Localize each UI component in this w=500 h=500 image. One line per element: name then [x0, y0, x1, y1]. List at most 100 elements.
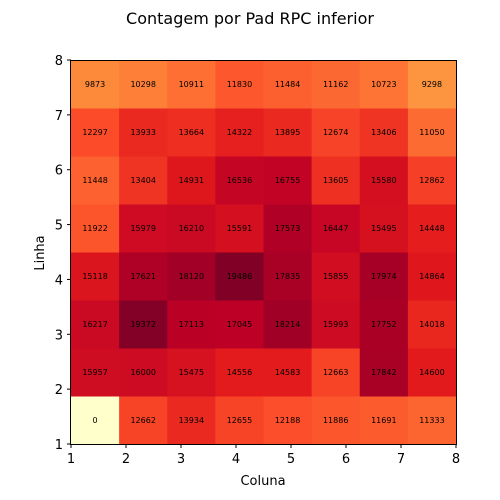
x-tick-label: 1: [67, 452, 75, 467]
y-tick-label: 3: [55, 328, 63, 343]
cell-value-label: 11484: [275, 80, 300, 89]
heatmap-cell: [167, 348, 216, 397]
cell-value-label: 11922: [82, 224, 107, 233]
x-tick-label: 8: [452, 452, 460, 467]
heatmap-cell: [407, 156, 457, 205]
chart-title: Contagem por Pad RPC inferior: [126, 9, 374, 28]
cell-value-label: 18120: [179, 272, 204, 281]
heatmap-cell: [215, 108, 264, 157]
cell-value-label: 15118: [82, 272, 107, 281]
heatmap-cell: [407, 204, 457, 253]
cell-value-label: 14322: [227, 128, 252, 137]
heatmap-cell: [71, 300, 120, 349]
cell-value-label: 16755: [275, 176, 300, 185]
heatmap-cell: [167, 300, 216, 349]
cell-value-label: 17621: [130, 272, 155, 281]
cell-value-label: 16536: [227, 176, 252, 185]
cell-value-label: 15855: [323, 272, 348, 281]
heatmap-cell: [215, 204, 264, 253]
heatmap-cell: [167, 108, 216, 157]
heatmap-cell: [119, 204, 168, 253]
heatmap-cell: [359, 396, 409, 445]
cell-value-label: 15580: [371, 176, 396, 185]
heatmap-cell: [71, 396, 120, 445]
cell-value-label: 17573: [275, 224, 300, 233]
x-tick-label: 4: [232, 452, 240, 467]
y-tick-label: 8: [55, 54, 63, 69]
cell-value-label: 14448: [419, 224, 444, 233]
heatmap-cell: [311, 252, 361, 301]
heatmap-cell: [359, 348, 409, 397]
x-tick-label: 5: [287, 452, 295, 467]
cell-value-label: 11691: [371, 416, 396, 425]
y-tick-label: 2: [55, 383, 63, 398]
heatmap-cell: [119, 252, 168, 301]
heatmap-cell: [215, 252, 264, 301]
heatmap-cell: [311, 348, 361, 397]
heatmap-cell: [71, 60, 120, 109]
y-tick-label: 7: [55, 109, 63, 124]
heatmap-cell: [119, 156, 168, 205]
heatmap-cell: [167, 204, 216, 253]
cell-value-label: 17752: [371, 320, 396, 329]
heatmap-cell: [263, 204, 313, 253]
heatmap-cell: [359, 108, 409, 157]
cell-value-label: 17835: [275, 272, 300, 281]
heatmap-cell: [167, 60, 216, 109]
cell-value-label: 10298: [130, 80, 155, 89]
heatmap-cell: [263, 348, 313, 397]
heatmap-cell: [263, 108, 313, 157]
heatmap-cell: [311, 204, 361, 253]
cell-value-label: 11162: [323, 80, 348, 89]
heatmap-cell: [359, 156, 409, 205]
cell-value-label: 11830: [227, 80, 252, 89]
cell-value-label: 16000: [130, 368, 155, 377]
cell-value-label: 15993: [323, 320, 348, 329]
heatmap-cell: [407, 108, 457, 157]
cell-value-label: 14931: [179, 176, 204, 185]
x-tick-label: 6: [342, 452, 350, 467]
heatmap-cell: [215, 156, 264, 205]
cell-value-label: 19486: [227, 272, 252, 281]
cell-value-label: 9873: [85, 80, 105, 89]
heatmap-cell: [407, 396, 457, 445]
cell-value-label: 16210: [179, 224, 204, 233]
heatmap-cell: [71, 156, 120, 205]
heatmap-cell: [359, 60, 409, 109]
cell-value-label: 17974: [371, 272, 396, 281]
cell-value-label: 14600: [419, 368, 444, 377]
x-axis-label: Coluna: [240, 474, 285, 489]
heatmap-cell: [167, 396, 216, 445]
cell-value-label: 0: [93, 416, 98, 425]
x-tick-label: 2: [122, 452, 130, 467]
y-tick-label: 1: [55, 438, 63, 453]
cell-value-label: 15475: [179, 368, 204, 377]
heatmap-cell: [311, 156, 361, 205]
cell-value-label: 18214: [275, 320, 300, 329]
heatmap-cell: [119, 108, 168, 157]
heatmap-cell: [119, 396, 168, 445]
heatmap-cell: [407, 60, 457, 109]
cell-value-label: 13934: [179, 416, 204, 425]
cell-value-label: 13406: [371, 128, 396, 137]
heatmap-cell: [407, 252, 457, 301]
cell-value-label: 16217: [82, 320, 107, 329]
y-tick-label: 4: [55, 273, 63, 288]
cell-value-label: 12662: [130, 416, 155, 425]
heatmap-cell-labels: 0 12662 13934 12655 12188 11886 11691 11333 1595…: [82, 80, 444, 425]
cell-value-label: 13605: [323, 176, 348, 185]
heatmap-cell: [359, 204, 409, 253]
heatmap-cell: [215, 348, 264, 397]
heatmap-cell: [263, 156, 313, 205]
heatmap-cells: [71, 60, 457, 445]
cell-value-label: 14556: [227, 368, 252, 377]
cell-value-label: 14018: [419, 320, 444, 329]
cell-value-label: 15957: [82, 368, 107, 377]
cell-value-label: 11333: [419, 416, 444, 425]
cell-value-label: 13895: [275, 128, 300, 137]
cell-value-label: 13404: [130, 176, 155, 185]
heatmap-cell: [119, 300, 168, 349]
heatmap-cell: [167, 156, 216, 205]
heatmap-cell: [71, 252, 120, 301]
cell-value-label: 17842: [371, 368, 396, 377]
